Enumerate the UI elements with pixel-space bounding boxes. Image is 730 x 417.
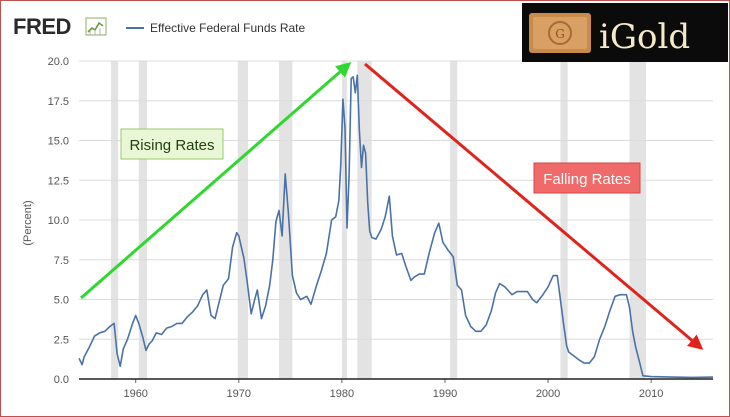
fred-logo-chart-icon [85,17,107,36]
falling-rates-label: Falling Rates [543,171,631,188]
x-tick-label: 1990 [433,388,457,400]
falling-rates-arrow [364,62,704,350]
y-tick-label: 17.5 [48,96,69,108]
x-tick-label: 1970 [227,388,251,400]
gold-bar-icon: G [529,13,591,53]
horizontal-gridlines [79,60,713,340]
x-tick-label: 1980 [330,388,354,400]
rising-rates-callout: Rising Rates [120,128,224,160]
y-axis-tick-labels: 0.0 2.5 5.0 7.5 10.0 12.5 15.0 17.5 20.0 [48,56,69,386]
y-tick-label: 10.0 [48,215,69,227]
legend-label[interactable]: Effective Federal Funds Rate [150,21,306,35]
y-tick-label: 7.5 [54,255,69,267]
fred-logo[interactable]: FRED [13,14,71,39]
rising-rates-label: Rising Rates [129,137,214,154]
y-tick-label: 20.0 [48,56,69,68]
svg-text:G: G [555,27,565,41]
rising-rates-arrow [80,62,352,300]
series-layer [78,74,714,379]
y-tick-label: 12.5 [48,175,69,187]
igold-brand: G iGold [522,3,728,62]
falling-rates-callout: Falling Rates [533,162,641,194]
x-tick-label: 2010 [639,388,663,400]
x-tick-label: 1960 [123,388,147,400]
series-line-0 [78,74,714,379]
y-tick-label: 2.5 [54,334,69,346]
y-axis-label: (Percent) [22,200,34,245]
igold-wordmark: iGold [599,17,690,57]
y-tick-label: 0.0 [54,374,69,386]
x-tick-label: 2000 [536,388,560,400]
y-tick-label: 15.0 [48,136,69,148]
y-tick-label: 5.0 [54,295,69,307]
x-axis-tick-labels: 1960 1970 1980 1990 2000 2010 [123,379,663,400]
